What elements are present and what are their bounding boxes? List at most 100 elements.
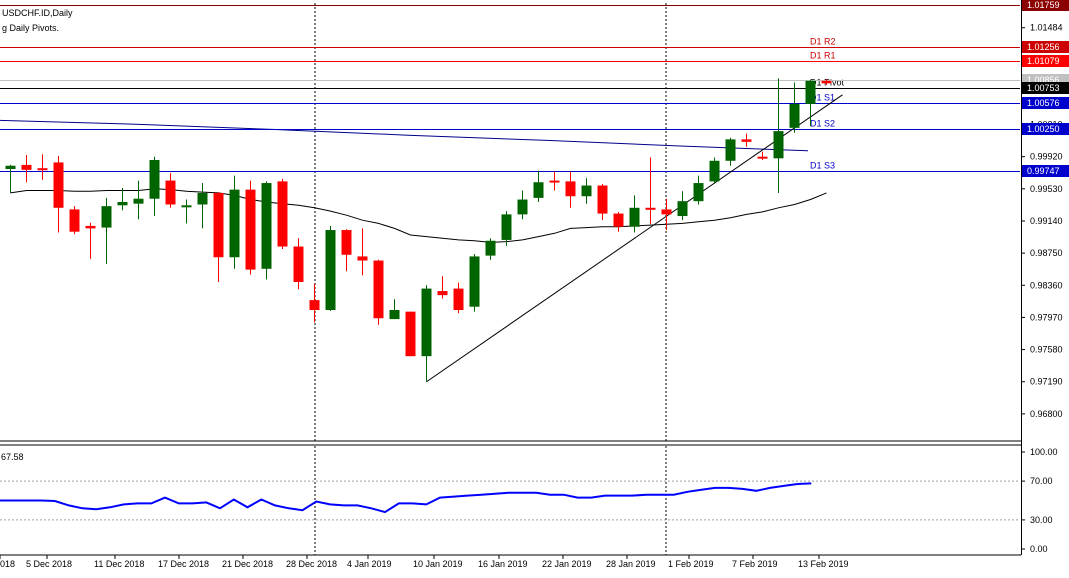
price-tag-bid: 1.00856	[1027, 75, 1060, 85]
candle-body	[565, 181, 576, 197]
candle-body	[181, 205, 192, 208]
candle	[677, 191, 688, 221]
price-tag-d1-s2-bg	[1022, 123, 1069, 135]
candle-body	[309, 300, 320, 311]
price-tag-pivot: 1.00753	[1027, 83, 1060, 93]
candle-body	[277, 181, 288, 247]
candle	[229, 175, 240, 269]
pivot-label-d1-s1: D1 S1	[810, 93, 835, 103]
chart-frame	[0, 0, 1022, 556]
candle-body	[485, 240, 496, 256]
candle-body	[677, 201, 688, 217]
candle	[453, 282, 464, 314]
candle	[245, 180, 256, 275]
price-tag-d1-r3: 1.01759	[1027, 0, 1060, 10]
price-tick-label: 0.98750	[1030, 248, 1063, 258]
candle-body	[421, 288, 432, 357]
candle	[53, 155, 64, 233]
candle	[325, 225, 336, 311]
candle	[213, 192, 224, 282]
candle	[373, 259, 384, 325]
time-tick-label: 018	[0, 559, 15, 569]
candle-body	[261, 183, 272, 269]
oscillator-line	[0, 482, 812, 514]
candle	[389, 299, 400, 320]
candle-body	[101, 206, 112, 228]
candle	[5, 164, 16, 193]
candle	[725, 137, 736, 166]
candle-body	[197, 192, 208, 205]
candle-body	[549, 180, 560, 183]
candle-body	[741, 139, 752, 142]
price-tag-d1-s1: 1.00576	[1027, 98, 1060, 108]
oscillator-tick-label: 100.00	[1030, 447, 1058, 457]
time-tick-label: 16 Jan 2019	[478, 559, 528, 569]
price-tag-d1-r1-bg	[1022, 55, 1069, 67]
oscillator-tick-label: 70.00	[1030, 476, 1053, 486]
candle	[37, 154, 48, 180]
candle-body	[661, 209, 672, 215]
candle-body	[597, 185, 608, 214]
time-tick-label: 7 Feb 2019	[732, 559, 778, 569]
candle-body	[69, 209, 80, 232]
oscillator-pane	[0, 446, 1020, 555]
trendline	[426, 94, 843, 383]
candle-body	[389, 310, 400, 320]
time-tick-label: 10 Jan 2019	[413, 559, 463, 569]
price-tag-pivot-bg	[1022, 82, 1069, 94]
candle	[773, 78, 784, 193]
moving-average-line	[10, 188, 827, 243]
oscillator-tick-label: 30.00	[1030, 515, 1053, 525]
candle	[261, 181, 272, 280]
candle	[581, 178, 592, 204]
candle	[293, 238, 304, 290]
candle	[341, 229, 352, 272]
candle-body	[805, 80, 816, 104]
candle-body	[165, 180, 176, 205]
candle	[69, 206, 80, 235]
candle	[533, 170, 544, 203]
candle-body	[645, 207, 656, 210]
candle-body	[757, 156, 768, 159]
candle	[181, 199, 192, 224]
pivot-label-d1-r1: D1 R1	[810, 51, 836, 61]
oscillator-value: 67.58	[1, 452, 24, 462]
candle-body	[821, 80, 832, 84]
candle	[485, 238, 496, 260]
price-tag-d1-s3-bg	[1022, 165, 1069, 177]
candle-body	[789, 103, 800, 128]
time-tick-label: 28 Dec 2018	[286, 559, 337, 569]
price-tag-d1-r2: 1.01256	[1027, 42, 1060, 52]
candle	[197, 183, 208, 229]
oscillator-tick-label: 0.00	[1030, 544, 1048, 554]
candle-body	[341, 230, 352, 255]
candle-body	[405, 311, 416, 357]
candle	[357, 228, 368, 276]
price-tag-d1-r1: 1.01079	[1027, 56, 1060, 66]
candle-body	[693, 183, 704, 202]
price-tag-d1-s2: 1.00250	[1027, 124, 1060, 134]
price-tick-label: 0.98360	[1030, 280, 1063, 290]
time-tick-label: 13 Feb 2019	[798, 559, 849, 569]
candle-body	[213, 192, 224, 258]
candle-body	[373, 260, 384, 319]
candle-body	[245, 189, 256, 270]
time-tick-label: 21 Dec 2018	[222, 559, 273, 569]
pivot-label-d1-s3: D1 S3	[810, 161, 835, 171]
candle	[661, 198, 672, 231]
candle-body	[469, 256, 480, 307]
price-tick-label: 0.97190	[1030, 377, 1063, 387]
candle-body	[5, 165, 16, 170]
candle	[757, 151, 768, 160]
price-tick-label: 0.99530	[1030, 184, 1063, 194]
candle	[437, 276, 448, 299]
candle	[101, 197, 112, 264]
candle	[741, 133, 752, 147]
time-tick-label: 17 Dec 2018	[158, 559, 209, 569]
candle	[405, 311, 416, 357]
price-tick-label: 0.99140	[1030, 216, 1063, 226]
candle-body	[21, 164, 32, 170]
candle	[309, 283, 320, 323]
